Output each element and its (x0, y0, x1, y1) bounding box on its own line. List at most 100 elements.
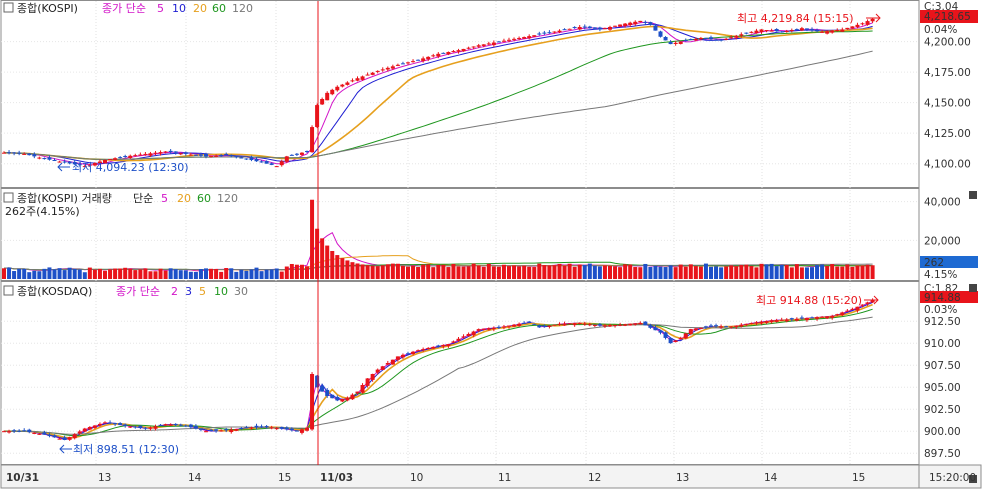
kosdaq-candle-body (385, 363, 390, 365)
kospi-candle-body (719, 39, 724, 41)
volume-bar (239, 269, 244, 279)
kospi-candle-body (315, 105, 320, 127)
volume-bar (840, 266, 845, 279)
kospi-ma-line-5 (3, 21, 873, 166)
volume-legend-box-icon[interactable] (3, 192, 14, 203)
kospi-candle-body (724, 38, 729, 40)
kosdaq-candle-body (835, 314, 840, 316)
kosdaq-candle-body (12, 430, 17, 432)
kosdaq-candle-body (57, 438, 62, 440)
volume-bar (810, 267, 814, 279)
volume-bar (608, 265, 612, 279)
volume-bar (350, 262, 355, 279)
kosdaq-candle-body (537, 325, 542, 328)
kospi-candle-body (239, 157, 244, 159)
volume-bar (224, 268, 229, 279)
kospi-candle-body (350, 80, 355, 82)
kospi-pct-label: 0.04% (924, 24, 957, 36)
kospi-candle-body (855, 24, 860, 27)
kospi-candle-body (158, 152, 163, 154)
axis-settings-icon[interactable] (969, 475, 977, 483)
kospi-candle-body (37, 157, 42, 159)
kospi-candle-body (254, 158, 259, 162)
kospi-candle-body (810, 29, 814, 31)
volume-bar (168, 268, 173, 279)
kospi-candle-body (537, 33, 542, 35)
volume-bar (527, 266, 532, 279)
kospi-candle-body (552, 31, 557, 33)
kosdaq-y-tick-label: 902.50 (924, 404, 961, 416)
kosdaq-candle-body (668, 338, 673, 344)
kosdaq-candle-body (774, 320, 779, 322)
kosdaq-candle-body (663, 332, 668, 338)
kosdaq-legend-ma2: 3 (185, 285, 192, 298)
kospi-current-price: 4,218.65 (924, 11, 971, 23)
x-tick-label: 11 (498, 472, 511, 484)
volume-bar (572, 266, 577, 279)
kospi-candle-body (244, 158, 249, 160)
volume-bar (123, 267, 128, 279)
kosdaq-candle-body (128, 426, 133, 428)
kospi-max-arrow-icon (866, 13, 881, 23)
current-time-label: 15:20:00 (929, 472, 976, 484)
volume-bar (340, 258, 345, 279)
kosdaq-close-icon[interactable] (969, 284, 977, 292)
volume-bar (158, 268, 163, 279)
volume-legend[interactable]: 종합(KOSPI) 거래량 단순 5 20 60 120 262주(4.15%) (3, 192, 238, 218)
kosdaq-candle-body (350, 394, 355, 400)
volume-bar (345, 260, 350, 279)
kospi-candle-body (597, 27, 602, 30)
volume-close-icon[interactable] (969, 191, 977, 199)
kosdaq-candle-body (638, 322, 643, 325)
x-tick-label: 13 (676, 472, 689, 484)
kosdaq-candle-body (658, 330, 663, 333)
kosdaq-candle-body (441, 344, 446, 347)
volume-bar (476, 265, 481, 279)
kospi-candle-body (799, 28, 804, 31)
kosdaq-candle-body (608, 325, 612, 327)
kospi-candle-body (72, 162, 77, 165)
candlestick-series (2, 18, 875, 441)
kosdaq-candle-body (375, 369, 380, 373)
kospi-candle-body (224, 153, 229, 156)
kosdaq-y-tick-label: 910.00 (924, 338, 961, 350)
kospi-legend-box-icon[interactable] (3, 2, 14, 13)
kosdaq-y-tick-label: 900.00 (924, 426, 961, 438)
kosdaq-candle-body (865, 302, 870, 304)
kospi-candle-body (87, 164, 92, 166)
kospi-candle-body (446, 51, 451, 55)
kosdaq-candle-body (279, 426, 284, 429)
kospi-candle-body (178, 153, 183, 155)
kospi-candle-body (709, 37, 713, 40)
volume-bar (744, 264, 749, 279)
kosdaq-max-arrow-icon (864, 295, 879, 305)
kosdaq-candle-body (82, 428, 87, 432)
kospi-candle-body (527, 36, 532, 39)
kospi-candle-body (42, 158, 47, 160)
volume-bar (638, 267, 643, 279)
kospi-legend[interactable]: 종합(KOSPI) 종가 단순 5 10 20 60 120 (3, 2, 253, 15)
kosdaq-candle-body (315, 375, 320, 388)
kosdaq-candle-body (17, 430, 22, 432)
kosdaq-candle-body (522, 322, 527, 324)
kospi-candle-body (623, 23, 628, 26)
kosdaq-legend-ma4: 10 (214, 285, 228, 298)
kospi-candle-body (188, 154, 193, 156)
kosdaq-candle-body (2, 431, 6, 433)
volume-bar (501, 264, 506, 279)
volume-bar (542, 265, 547, 279)
kosdaq-candle-body (461, 336, 466, 338)
kospi-candle-body (602, 28, 607, 30)
kospi-candle-body (501, 40, 506, 42)
volume-bar (254, 267, 259, 279)
kosdaq-ma-line-3 (4, 301, 873, 440)
kosdaq-legend[interactable]: 종합(KOSDAQ) 종가 단순 2 3 5 10 30 (3, 285, 248, 298)
volume-bar (567, 263, 572, 279)
kospi-candle-body (219, 155, 224, 157)
kosdaq-candle-body (491, 327, 496, 330)
volume-bar (204, 268, 208, 279)
kosdaq-name: 종합(KOSDAQ) (17, 285, 92, 298)
kosdaq-candle-body (466, 333, 471, 337)
kosdaq-legend-box-icon[interactable] (3, 285, 14, 296)
